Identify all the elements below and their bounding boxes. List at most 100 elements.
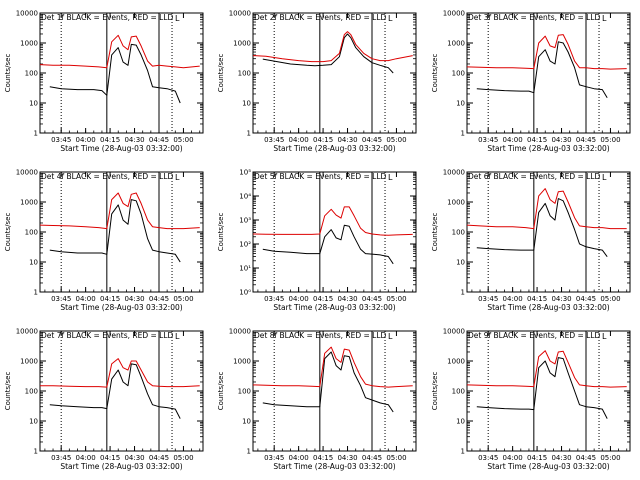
- x-tick-label: 04:00: [76, 295, 96, 303]
- x-tick-label: 04:45: [362, 136, 382, 144]
- x-axis-label: Start Time (28-Aug-03 03:32:00): [487, 144, 609, 153]
- plot-frame: [39, 330, 204, 452]
- y-tick-label: 1000: [20, 199, 38, 207]
- x-tick-label: 04:45: [362, 454, 382, 462]
- x-tick-label: 04:30: [551, 454, 571, 462]
- series-line-lld: [40, 358, 200, 388]
- series-line-events: [49, 43, 181, 104]
- y-tick-label: 100: [452, 229, 465, 237]
- marker-label: L: [602, 332, 607, 341]
- y-tick-label: 10⁰: [239, 289, 251, 297]
- x-tick-label: 04:30: [124, 295, 144, 303]
- series-line-lld: [466, 188, 627, 230]
- y-tick-label: 10⁵: [239, 169, 251, 177]
- y-axis-label: Counts/sec: [4, 213, 12, 252]
- y-tick-label: 10: [29, 100, 38, 108]
- series-line-events: [262, 351, 394, 413]
- y-tick-label: 10000: [443, 328, 465, 336]
- x-tick-label: 03:45: [478, 454, 498, 462]
- y-tick-label: 100: [238, 388, 251, 396]
- x-tick-label: 04:15: [100, 454, 120, 462]
- x-axis-label: Start Time (28-Aug-03 03:32:00): [273, 303, 395, 312]
- x-tick-label: 04:30: [124, 136, 144, 144]
- y-tick-label: 100: [452, 70, 465, 78]
- y-tick-label: 1000: [447, 358, 465, 366]
- y-tick-label: 10²: [239, 241, 251, 249]
- y-tick-label: 100: [452, 388, 465, 396]
- x-tick-label: 04:15: [313, 136, 333, 144]
- y-tick-label: 100: [238, 70, 251, 78]
- plot-frame: [252, 171, 417, 293]
- series-line-events: [476, 357, 608, 419]
- plot-frame: [39, 12, 204, 134]
- marker-label: L: [175, 332, 180, 341]
- panel-det-7: Det 7f BLACK = Events, RED = LLD L1101001…: [4, 328, 204, 471]
- x-tick-label: 04:00: [503, 454, 523, 462]
- y-tick-label: 10³: [239, 217, 251, 225]
- x-tick-label: 05:00: [600, 454, 620, 462]
- plot-frame: [39, 171, 204, 293]
- series-line-events: [262, 33, 394, 74]
- x-tick-label: 04:30: [337, 136, 357, 144]
- y-tick-label: 1000: [20, 40, 38, 48]
- plot-frame: [466, 171, 631, 293]
- x-tick-label: 04:00: [289, 295, 309, 303]
- x-tick-label: 04:30: [337, 295, 357, 303]
- y-tick-label: 10: [456, 259, 465, 267]
- x-tick-label: 04:00: [289, 454, 309, 462]
- y-tick-label: 10000: [443, 10, 465, 18]
- series-line-lld: [466, 350, 627, 388]
- panel-det-9: Det 9f BLACK = Events, RED = LLD L1101001…: [431, 328, 631, 471]
- y-tick-label: 1: [461, 289, 465, 297]
- panel-det-6: Det 6f BLACK = Events, RED = LLD L1101001…: [431, 169, 631, 312]
- x-tick-label: 04:15: [313, 295, 333, 303]
- panel-det-1: Det 1f BLACK = Events, RED = LLD L1101001…: [4, 10, 204, 153]
- x-axis-label: Start Time (28-Aug-03 03:32:00): [60, 303, 182, 312]
- y-axis-label: Counts/sec: [4, 372, 12, 411]
- x-tick-label: 04:45: [576, 136, 596, 144]
- y-tick-label: 1000: [447, 40, 465, 48]
- y-axis-label: Counts/sec: [431, 372, 439, 411]
- y-axis-label: Counts/sec: [217, 213, 225, 252]
- y-tick-label: 1: [461, 448, 465, 456]
- y-axis-label: Counts/sec: [4, 54, 12, 93]
- y-tick-label: 10000: [16, 10, 38, 18]
- x-axis-label: Start Time (28-Aug-03 03:32:00): [273, 144, 395, 153]
- panel-det-3: Det 3f BLACK = Events, RED = LLD L1101001…: [431, 10, 631, 153]
- x-tick-label: 04:30: [124, 454, 144, 462]
- series-line-lld: [252, 206, 413, 236]
- series-line-events: [49, 199, 181, 263]
- y-axis-label: Counts/sec: [431, 213, 439, 252]
- x-tick-label: 03:45: [51, 136, 71, 144]
- y-tick-label: 1000: [233, 40, 251, 48]
- x-tick-label: 04:30: [337, 454, 357, 462]
- marker-label: L: [175, 14, 180, 23]
- marker-label: L: [388, 14, 393, 23]
- y-tick-label: 1000: [233, 358, 251, 366]
- x-tick-label: 04:15: [527, 295, 547, 303]
- x-tick-label: 05:00: [600, 136, 620, 144]
- x-tick-label: 04:30: [551, 136, 571, 144]
- x-tick-label: 04:00: [289, 136, 309, 144]
- y-tick-label: 10: [29, 418, 38, 426]
- plot-frame: [466, 330, 631, 452]
- series-line-lld: [466, 34, 627, 70]
- y-tick-label: 10¹: [239, 265, 251, 273]
- series-line-lld: [252, 346, 413, 388]
- y-tick-label: 1: [34, 130, 38, 138]
- y-tick-label: 1000: [447, 199, 465, 207]
- x-tick-label: 03:45: [264, 136, 284, 144]
- marker-label: L: [388, 332, 393, 341]
- y-axis-label: Counts/sec: [431, 54, 439, 93]
- y-axis-label: Counts/sec: [217, 372, 225, 411]
- x-tick-label: 03:45: [264, 295, 284, 303]
- y-axis-label: Counts/sec: [217, 54, 225, 93]
- x-tick-label: 04:45: [576, 295, 596, 303]
- plot-frame: [466, 12, 631, 134]
- series-line-lld: [252, 31, 413, 63]
- y-tick-label: 1: [34, 289, 38, 297]
- x-tick-label: 04:45: [149, 136, 169, 144]
- series-line-events: [49, 363, 181, 419]
- x-tick-label: 04:00: [503, 295, 523, 303]
